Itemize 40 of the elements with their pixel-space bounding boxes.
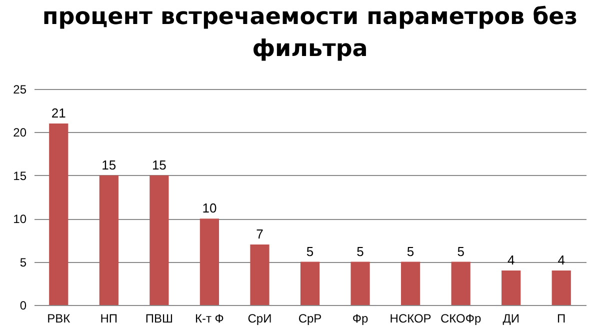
bar xyxy=(250,244,270,305)
x-tick-label: К-т Ф xyxy=(194,312,224,326)
data-label: 21 xyxy=(51,106,66,121)
y-tick-label: 15 xyxy=(13,168,27,183)
data-label: 4 xyxy=(507,252,515,268)
x-tick-label: П xyxy=(557,312,566,326)
data-label: 5 xyxy=(406,244,414,259)
x-tick-label: РВК xyxy=(47,312,70,326)
x-tick-label: СрР xyxy=(298,312,322,326)
x-tick-label: ДИ xyxy=(502,312,520,326)
bar xyxy=(150,175,169,305)
y-tick-label: 25 xyxy=(13,82,27,96)
bar xyxy=(200,218,220,305)
data-label: 15 xyxy=(102,157,116,172)
x-tick-label: НП xyxy=(100,312,118,326)
data-label: 5 xyxy=(356,244,364,259)
data-label: 7 xyxy=(256,226,264,242)
bar xyxy=(400,262,420,305)
x-tick-label: Фр xyxy=(352,312,368,326)
bar xyxy=(350,262,370,305)
data-label: 5 xyxy=(306,244,314,259)
bar xyxy=(451,262,470,305)
bar xyxy=(99,175,118,305)
x-tick-label: НСКОР xyxy=(390,312,432,326)
x-tick-label: СКОФр xyxy=(440,312,482,326)
bar xyxy=(552,270,571,305)
data-label: 5 xyxy=(457,244,464,259)
x-tick-label: ПВШ xyxy=(145,312,173,326)
bar xyxy=(502,270,521,305)
data-label: 15 xyxy=(152,157,166,172)
bar xyxy=(300,262,320,305)
data-label: 4 xyxy=(558,252,565,268)
y-tick-label: 10 xyxy=(13,212,27,226)
y-tick-label: 5 xyxy=(20,255,27,270)
bar xyxy=(49,124,68,305)
y-tick-label: 20 xyxy=(13,126,27,140)
y-tick-label: 0 xyxy=(20,298,27,312)
chart-title: процент встречаемости параметров без фильтра xyxy=(42,4,578,62)
data-label: 10 xyxy=(202,200,217,216)
x-tick-label: СрИ xyxy=(248,312,272,326)
